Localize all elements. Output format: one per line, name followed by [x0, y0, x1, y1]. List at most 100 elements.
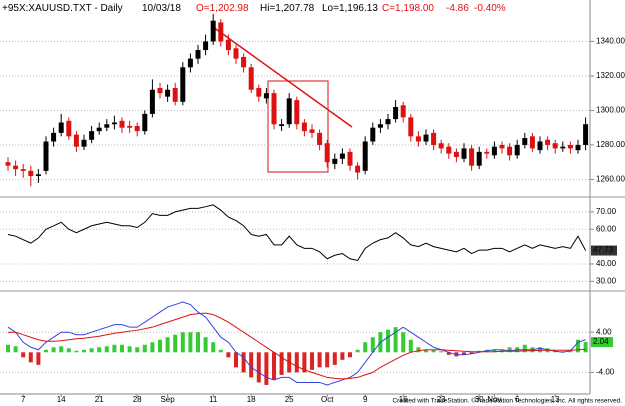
- histogram-bar: [325, 352, 330, 368]
- rsi-line: [7, 204, 587, 262]
- candle-body: [195, 50, 201, 59]
- histogram-bar: [348, 352, 352, 358]
- change: -4.86: [446, 3, 469, 14]
- candle-body: [453, 151, 459, 158]
- low: Lo=1,196.13: [322, 3, 378, 14]
- candle-body: [461, 148, 467, 159]
- histogram-bar: [203, 337, 208, 353]
- histogram-bar: [272, 352, 276, 380]
- candle-body: [43, 141, 49, 171]
- candle-body: [309, 129, 315, 133]
- x-tick-label: 18: [247, 395, 256, 404]
- x-tick-label: 21: [95, 395, 104, 404]
- histogram-bar: [279, 352, 284, 375]
- candle-body: [431, 132, 437, 145]
- y-tick-label: 1260.00: [596, 175, 625, 184]
- symbol: +95X:XAUUSD.TXT - Daily: [2, 3, 123, 14]
- histogram-bar: [241, 352, 246, 373]
- header: +95X:XAUUSD.TXT - Daily 10/03/18 O=1,202…: [2, 3, 506, 14]
- close: C=1,198.00: [382, 3, 434, 14]
- histogram-bar: [462, 352, 466, 355]
- histogram-bar: [74, 350, 79, 353]
- candle-body: [187, 58, 193, 68]
- candle-body: [35, 174, 41, 177]
- macd-line: [7, 301, 586, 386]
- histogram-bar: [89, 348, 94, 353]
- candle-body: [347, 151, 353, 166]
- candle-body: [5, 162, 11, 166]
- x-tick-label: 16: [399, 395, 408, 404]
- x-tick-label: 14: [57, 395, 66, 404]
- y-tick-label: 1280.00: [596, 140, 625, 149]
- high: Hi=1,207.78: [260, 3, 315, 14]
- candle-body: [438, 143, 444, 149]
- histogram-bar: [66, 348, 71, 353]
- histogram-bar: [127, 346, 132, 353]
- candle-body: [491, 146, 497, 156]
- candle-body: [286, 98, 292, 125]
- histogram-bar: [51, 347, 56, 353]
- x-tick-label: Oct: [321, 395, 334, 404]
- candle-body: [385, 119, 391, 125]
- candle-body: [545, 139, 551, 145]
- histogram-bar: [393, 327, 398, 353]
- value-box: [591, 245, 617, 256]
- y-tick-label: 1320.00: [596, 71, 625, 80]
- histogram-bar: [188, 332, 193, 353]
- histogram-bar: [97, 347, 102, 353]
- candle-body: [81, 139, 87, 147]
- x-tick-label: 25: [285, 395, 294, 404]
- x-tick-label: 13: [551, 395, 560, 404]
- footer: Created with TradeStation. ©TradeStation…: [392, 397, 622, 405]
- x-tick-label: 23: [437, 395, 446, 404]
- histogram-bar: [13, 346, 18, 353]
- change-pct: -0.40%: [474, 3, 506, 14]
- candle-body: [370, 127, 376, 142]
- y-tick-label: 40.00: [596, 259, 617, 268]
- y-tick-label: -4.00: [596, 368, 615, 377]
- candle-body: [514, 144, 520, 156]
- y-tick-label: 70.00: [596, 207, 617, 216]
- candle-body: [271, 93, 277, 125]
- histogram-bar: [104, 346, 109, 353]
- y-tick-label: 4.00: [596, 327, 612, 336]
- histogram-bar: [408, 339, 413, 353]
- candle-body: [476, 151, 482, 166]
- histogram-bar: [310, 352, 314, 370]
- histogram-bar: [576, 339, 580, 353]
- histogram-bar: [44, 349, 48, 353]
- y-tick-label: 1300.00: [596, 106, 625, 115]
- candle-body: [73, 134, 79, 147]
- histogram-bar: [522, 344, 527, 353]
- candle-body: [165, 89, 171, 97]
- histogram-bar: [446, 352, 451, 355]
- histogram-bar: [135, 347, 140, 353]
- x-tick-label: Nov: [487, 395, 501, 404]
- candle-body: [203, 41, 209, 51]
- histogram-bar: [264, 352, 269, 385]
- histogram-bar: [538, 347, 542, 353]
- histogram-bar: [386, 329, 390, 353]
- histogram-bar: [340, 352, 345, 360]
- x-tick-label: 7: [21, 395, 26, 404]
- histogram-bar: [492, 349, 497, 353]
- candle-body: [339, 153, 345, 159]
- y-tick-label: 1340.00: [596, 37, 625, 46]
- histogram-bar: [150, 342, 155, 353]
- candle-body: [28, 170, 34, 177]
- histogram-bar: [142, 344, 147, 353]
- candle-body: [355, 165, 361, 173]
- candle-body: [537, 141, 543, 151]
- candle-body: [180, 67, 186, 102]
- histogram-bar: [218, 349, 223, 353]
- histogram-bar: [363, 342, 368, 353]
- trend-line: [212, 26, 353, 128]
- histogram-bar: [211, 342, 216, 353]
- candle-body: [218, 22, 224, 42]
- histogram-bar: [424, 349, 428, 353]
- candle-body: [552, 143, 558, 149]
- histogram-bar: [196, 332, 200, 353]
- histogram-bar: [302, 352, 307, 373]
- candle-body: [104, 124, 110, 128]
- x-tick-label: 6: [515, 395, 520, 404]
